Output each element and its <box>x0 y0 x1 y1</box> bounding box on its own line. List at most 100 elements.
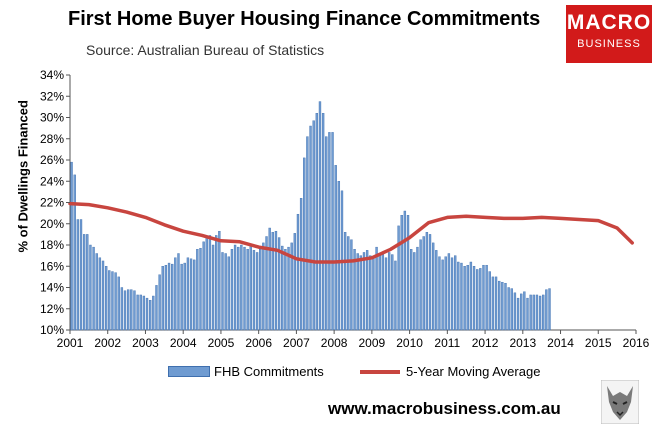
bar <box>435 250 438 331</box>
bar <box>111 271 114 331</box>
bar <box>444 256 447 331</box>
bar <box>447 253 451 331</box>
bar <box>321 113 325 331</box>
bar <box>126 289 130 331</box>
x-tick-label: 2003 <box>132 336 159 350</box>
chart-title: First Home Buyer Housing Finance Commitm… <box>68 8 541 30</box>
x-tick-label: 2013 <box>509 336 536 350</box>
moving-average-series <box>68 201 634 264</box>
bar <box>318 101 322 331</box>
bar <box>422 236 425 331</box>
x-tick-label: 2009 <box>359 336 386 350</box>
bar <box>189 258 193 331</box>
y-tick-label: 20% <box>40 217 64 231</box>
bar <box>296 213 300 331</box>
bar <box>365 250 369 331</box>
bar <box>463 266 466 331</box>
bar <box>535 294 539 331</box>
y-axis-ticks: 10% 12% 14% 16% 18% 20% 22% 24% 26% 28% 30% 32% 34% <box>40 68 70 337</box>
bar <box>221 252 224 331</box>
website-url[interactable]: www.macrobusiness.com.au <box>328 399 561 418</box>
bar <box>243 246 246 331</box>
bar <box>538 295 542 331</box>
bar <box>469 261 473 331</box>
macrobusiness-logo[interactable]: MACRO BUSINESS <box>566 5 652 63</box>
y-tick-label: 24% <box>40 174 64 188</box>
x-tick-label: 2011 <box>434 336 460 350</box>
bar <box>259 249 262 331</box>
bar <box>325 136 328 331</box>
bar <box>274 230 278 331</box>
bar <box>466 264 469 331</box>
bar <box>79 219 83 331</box>
bar <box>381 254 385 331</box>
bar <box>494 276 498 331</box>
bar <box>167 262 171 331</box>
bar <box>356 253 359 331</box>
bar <box>252 250 256 331</box>
bar <box>454 255 457 331</box>
y-tick-label: 10% <box>40 323 64 337</box>
bar <box>516 297 520 331</box>
bar <box>387 252 391 331</box>
y-tick-label: 28% <box>40 132 64 146</box>
bar <box>425 232 429 331</box>
y-tick-label: 34% <box>40 68 64 82</box>
bar <box>460 262 463 331</box>
bar <box>416 246 419 331</box>
bar <box>224 253 227 331</box>
bar <box>406 215 410 331</box>
y-tick-label: 22% <box>40 196 64 210</box>
bar <box>428 234 432 331</box>
bar <box>303 157 306 331</box>
bar <box>265 236 268 331</box>
bar <box>114 272 117 331</box>
bar <box>331 132 334 331</box>
x-tick-label: 2008 <box>321 336 348 350</box>
bar <box>158 274 161 331</box>
x-tick-label: 2010 <box>396 336 423 350</box>
bar <box>362 252 366 331</box>
bar <box>413 252 416 331</box>
bar <box>309 125 312 331</box>
bar <box>431 242 435 331</box>
bar <box>211 244 215 331</box>
bar <box>347 236 350 331</box>
x-tick-label: 2015 <box>585 336 612 350</box>
bar <box>542 294 545 331</box>
bar <box>230 249 234 331</box>
bar <box>98 257 102 331</box>
bar <box>101 260 105 331</box>
x-tick-label: 2002 <box>94 336 121 350</box>
bar <box>183 262 186 331</box>
bar <box>287 246 290 331</box>
bar <box>529 294 532 331</box>
bar <box>215 235 218 331</box>
bar <box>199 247 202 331</box>
bar <box>353 249 356 331</box>
bar <box>76 219 80 331</box>
legend-line-label: 5-Year Moving Average <box>406 364 541 379</box>
x-tick-label: 2014 <box>547 336 574 350</box>
bar <box>409 249 413 331</box>
bar <box>491 276 495 331</box>
bar <box>277 237 281 331</box>
bar <box>186 257 190 331</box>
legend-item-bars: FHB Commitments <box>168 364 324 379</box>
bar <box>472 266 476 331</box>
bar <box>397 225 400 331</box>
moving-average-line <box>68 201 634 264</box>
bar <box>375 246 378 331</box>
bar <box>70 161 73 331</box>
bar <box>504 283 507 331</box>
bar <box>255 252 259 331</box>
plot-frame <box>69 75 636 331</box>
bar <box>479 268 482 331</box>
logo-line-2: BUSINESS <box>577 38 641 50</box>
bar <box>419 239 422 331</box>
bar <box>350 239 353 331</box>
x-tick-label: 2006 <box>245 336 272 350</box>
y-tick-label: 30% <box>40 111 64 125</box>
bar <box>372 257 375 331</box>
bar <box>89 244 92 331</box>
